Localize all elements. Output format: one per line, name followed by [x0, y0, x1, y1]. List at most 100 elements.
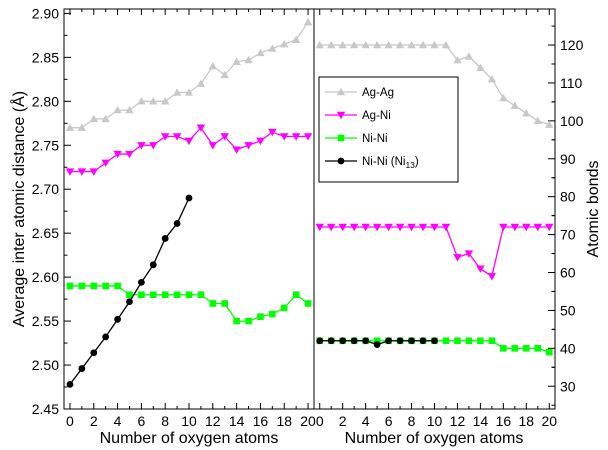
legend-label: Ni-Ni: [362, 133, 388, 145]
data-point: [533, 116, 542, 125]
right-plot: [315, 40, 554, 356]
data-point: [244, 142, 253, 150]
data-point: [77, 168, 87, 176]
data-point: [350, 337, 358, 345]
x-tick-label: 8: [408, 413, 416, 429]
data-point: [349, 223, 359, 232]
data-point: [419, 337, 427, 345]
series-ag-ag: [315, 40, 554, 128]
data-point: [220, 133, 229, 141]
x-tick-label: 16: [253, 413, 269, 429]
y-tick-label: 100: [560, 113, 584, 129]
data-point: [126, 291, 133, 299]
data-point: [407, 40, 416, 49]
y-tick-label: 2.50: [32, 357, 59, 373]
data-point: [338, 40, 347, 49]
data-point: [511, 345, 519, 352]
data-point: [137, 279, 145, 286]
data-point: [257, 313, 264, 320]
y-tick-label: 80: [560, 189, 576, 205]
data-point: [487, 273, 497, 281]
left-plot-frame: [63, 8, 315, 410]
y-tick-label: 120: [560, 37, 584, 53]
y-tick-label: 30: [560, 378, 576, 394]
data-point: [338, 223, 347, 232]
data-point: [102, 282, 109, 290]
x-tick-label: 12: [205, 413, 221, 429]
series-ni-ni-ni13: [66, 194, 193, 388]
data-point: [441, 223, 451, 232]
series-ag-ni: [65, 124, 313, 176]
x-tick-label: 18: [519, 413, 535, 429]
x-tick-label: 4: [362, 413, 370, 429]
data-point: [208, 61, 218, 70]
x-tick-label: 12: [450, 413, 466, 429]
y-tick-label: 2.75: [32, 137, 59, 153]
data-point: [384, 40, 393, 49]
data-point: [499, 223, 508, 232]
data-point: [78, 282, 86, 290]
data-point: [384, 223, 393, 232]
data-point: [349, 40, 359, 49]
data-point: [102, 333, 110, 341]
legend-label: Ag-Ag: [362, 87, 394, 99]
data-point: [280, 133, 289, 141]
x-tick-label: 2: [339, 413, 347, 429]
legend-marker: [336, 111, 346, 120]
data-point: [303, 133, 313, 141]
data-point: [522, 109, 531, 117]
data-point: [292, 291, 300, 299]
y-tick-label: 90: [560, 151, 576, 167]
data-point: [533, 223, 542, 232]
data-point: [114, 315, 121, 323]
y-tick-label: 110: [560, 75, 583, 91]
data-point: [90, 282, 98, 290]
data-point: [373, 341, 381, 348]
data-point: [304, 300, 312, 307]
data-point: [172, 88, 182, 96]
data-point: [315, 223, 324, 232]
data-point: [125, 105, 134, 114]
data-point: [453, 254, 462, 262]
x-tick-label: 18: [276, 413, 292, 429]
data-point: [464, 52, 474, 60]
x-tick-label: 20: [541, 413, 557, 429]
series-ag-ni: [315, 223, 554, 281]
data-point: [430, 223, 439, 232]
data-point: [185, 291, 193, 299]
left-plot: [65, 17, 313, 388]
data-point: [316, 337, 324, 345]
data-point: [534, 345, 542, 352]
x-tick-label: 20: [300, 413, 316, 429]
data-point: [256, 137, 265, 146]
legend: Ag-Ag Ag-Ni Ni-Ni Ni-Ni (Ni13): [318, 76, 459, 183]
data-point: [487, 74, 497, 83]
data-point: [184, 88, 194, 96]
x-tick-label: 6: [137, 413, 145, 429]
y-tick-label: 2.65: [32, 225, 59, 241]
data-point: [101, 114, 110, 123]
data-point: [220, 70, 229, 79]
data-point: [232, 146, 241, 154]
data-point: [114, 282, 121, 290]
x-tick-label: 14: [229, 413, 245, 429]
data-point: [233, 317, 240, 325]
data-point: [418, 223, 428, 232]
data-point: [256, 48, 265, 57]
data-point: [499, 93, 508, 102]
data-point: [245, 317, 252, 325]
legend-marker: [337, 134, 345, 142]
x-tick-label: 16: [496, 413, 512, 429]
data-point: [477, 337, 484, 345]
x-tick-label: 0: [316, 413, 324, 429]
data-point: [65, 123, 75, 131]
data-point: [137, 142, 146, 150]
data-point: [362, 337, 370, 345]
data-point: [268, 128, 277, 137]
data-point: [89, 168, 98, 176]
data-point: [372, 223, 382, 232]
data-point: [523, 345, 530, 352]
data-point: [89, 114, 98, 123]
data-point: [418, 40, 428, 49]
